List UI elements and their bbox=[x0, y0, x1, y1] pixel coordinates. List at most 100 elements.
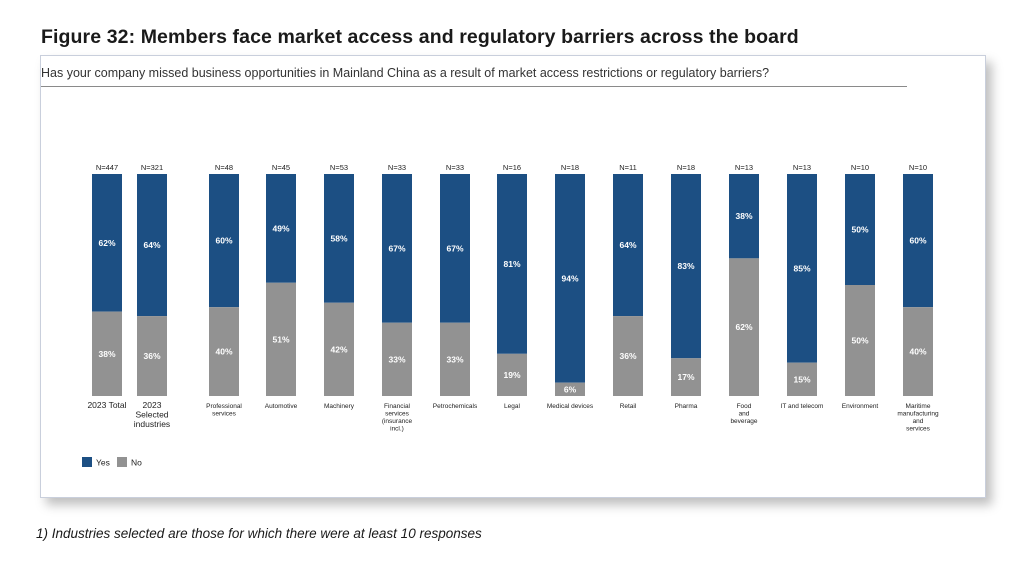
n-label: N=33 bbox=[446, 163, 464, 172]
value-label-yes: 38% bbox=[735, 211, 752, 221]
n-label: N=48 bbox=[215, 163, 233, 172]
value-label-yes: 94% bbox=[561, 273, 578, 283]
bar-no-segment bbox=[845, 285, 875, 396]
category-label: Retail bbox=[620, 403, 637, 410]
bar-yes-segment bbox=[382, 174, 412, 323]
n-label: N=13 bbox=[793, 163, 811, 172]
bar-yes-segment bbox=[613, 174, 643, 317]
figure-subtitle: Has your company missed business opportu… bbox=[41, 66, 770, 80]
value-label-no: 17% bbox=[677, 372, 694, 382]
bar-no-segment bbox=[787, 362, 817, 396]
category-label: 2023 Selected industries bbox=[134, 400, 170, 429]
bars-layer bbox=[92, 174, 933, 396]
bar-no-segment bbox=[92, 311, 122, 396]
value-label-yes: 49% bbox=[272, 223, 289, 233]
bar-yes-segment bbox=[555, 174, 585, 383]
value-label-no: 19% bbox=[503, 370, 520, 380]
n-label: N=10 bbox=[851, 163, 869, 172]
value-label-yes: 60% bbox=[215, 236, 232, 246]
value-label-no: 33% bbox=[388, 354, 405, 364]
legend-no-label: No bbox=[131, 458, 142, 468]
value-label-no: 42% bbox=[330, 344, 347, 354]
value-label-yes: 83% bbox=[677, 261, 694, 271]
bar-yes-segment bbox=[209, 174, 239, 308]
bar-no-segment bbox=[266, 282, 296, 396]
legend-yes-label: Yes bbox=[96, 458, 110, 468]
bar-no-segment bbox=[903, 307, 933, 396]
category-label: Environment bbox=[842, 403, 879, 410]
value-label-no: 50% bbox=[851, 336, 868, 346]
bar-yes-segment bbox=[92, 174, 122, 312]
n-label: N=10 bbox=[909, 163, 927, 172]
value-label-no: 38% bbox=[98, 349, 115, 359]
value-label-yes: 67% bbox=[446, 243, 463, 253]
bar-yes-segment bbox=[787, 174, 817, 363]
bar-no-segment bbox=[613, 316, 643, 396]
value-label-yes: 64% bbox=[143, 240, 160, 250]
bar-no-segment bbox=[382, 322, 412, 396]
value-label-no: 36% bbox=[619, 351, 636, 361]
bar-yes-segment bbox=[137, 174, 167, 317]
value-label-yes: 64% bbox=[619, 240, 636, 250]
n-label: N=18 bbox=[561, 163, 579, 172]
value-label-no: 62% bbox=[735, 322, 752, 332]
n-label: N=33 bbox=[388, 163, 406, 172]
category-label: 2023 Total bbox=[87, 400, 126, 410]
legend-no-swatch bbox=[117, 457, 127, 467]
value-label-no: 51% bbox=[272, 334, 289, 344]
category-label: Maritime manufacturing and services bbox=[897, 403, 939, 433]
n-label: N=16 bbox=[503, 163, 521, 172]
value-label-no: 15% bbox=[793, 374, 810, 384]
category-label: IT and telecom bbox=[781, 403, 824, 410]
value-label-yes: 50% bbox=[851, 225, 868, 235]
title-divider bbox=[41, 86, 907, 87]
value-label-no: 6% bbox=[564, 384, 577, 394]
n-label: N=447 bbox=[96, 163, 118, 172]
bar-yes-segment bbox=[497, 174, 527, 354]
category-label: Professional services bbox=[206, 403, 242, 418]
n-label: N=13 bbox=[735, 163, 753, 172]
n-label: N=11 bbox=[619, 163, 637, 172]
bar-no-segment bbox=[324, 302, 354, 396]
legend-yes-swatch bbox=[82, 457, 92, 467]
bar-yes-segment bbox=[903, 174, 933, 308]
category-label: Financial services (insurance incl.) bbox=[382, 403, 413, 433]
legend: Yes No bbox=[82, 457, 142, 468]
value-label-no: 40% bbox=[215, 347, 232, 357]
category-label: Medical devices bbox=[547, 403, 594, 410]
category-label: Legal bbox=[504, 403, 520, 410]
bar-no-segment bbox=[209, 307, 239, 396]
category-label: Automotive bbox=[265, 403, 298, 410]
value-label-yes: 85% bbox=[793, 263, 810, 273]
bar-yes-segment bbox=[845, 174, 875, 285]
bar-no-segment bbox=[137, 316, 167, 396]
value-label-yes: 60% bbox=[909, 236, 926, 246]
bar-no-segment bbox=[497, 353, 527, 396]
bar-no-segment bbox=[729, 258, 759, 396]
bar-yes-segment bbox=[440, 174, 470, 323]
value-label-yes: 58% bbox=[330, 233, 347, 243]
figure-title: Figure 32: Members face market access an… bbox=[41, 26, 799, 48]
n-label: N=18 bbox=[677, 163, 695, 172]
bar-yes-segment bbox=[729, 174, 759, 259]
bar-yes-segment bbox=[324, 174, 354, 303]
category-label: Machinery bbox=[324, 403, 355, 410]
n-label: N=321 bbox=[141, 163, 163, 172]
bar-no-segment bbox=[440, 322, 470, 396]
footnote: 1) Industries selected are those for whi… bbox=[36, 526, 482, 541]
bar-yes-segment bbox=[671, 174, 701, 359]
labels-layer: N=447 62% 38% 2023 Total N=321 64% 36% 2023 Sele… bbox=[87, 163, 939, 433]
bar-yes-segment bbox=[266, 174, 296, 283]
category-label: Petrochemicals bbox=[433, 403, 478, 410]
value-label-no: 36% bbox=[143, 351, 160, 361]
category-label: Pharma bbox=[675, 403, 698, 410]
value-label-yes: 62% bbox=[98, 238, 115, 248]
value-label-yes: 81% bbox=[503, 259, 520, 269]
bar-no-segment bbox=[671, 358, 701, 396]
n-label: N=45 bbox=[272, 163, 290, 172]
n-label: N=53 bbox=[330, 163, 348, 172]
bar-no-segment bbox=[555, 382, 585, 396]
value-label-no: 33% bbox=[446, 354, 463, 364]
value-label-yes: 67% bbox=[388, 243, 405, 253]
